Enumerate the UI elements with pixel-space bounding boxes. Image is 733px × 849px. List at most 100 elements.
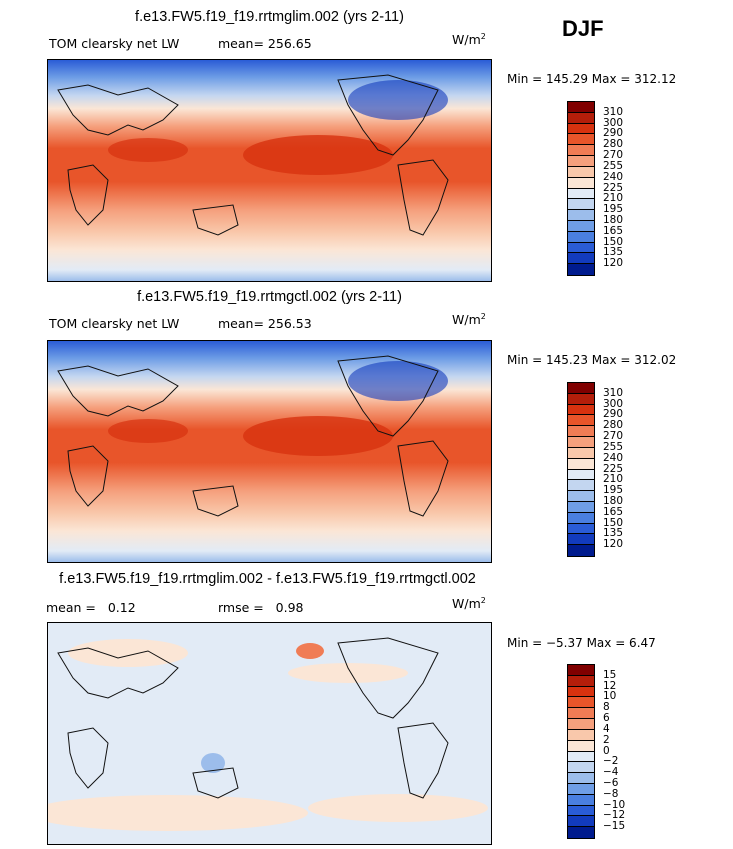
panel2-warm-indian <box>108 419 188 443</box>
panel1-colorbar-swatch <box>568 156 594 167</box>
panel1-colorbar-swatch <box>568 253 594 265</box>
panel3-units: W/m2 <box>452 596 486 611</box>
panel2-colorbar-swatch <box>568 437 594 448</box>
panel3-colorbar-swatch <box>568 708 594 720</box>
panel2-colorbar-tick-label: 120 <box>603 538 624 551</box>
panel3-colorbar-swatch <box>568 794 594 806</box>
panel2-colorbar-swatch <box>568 491 594 502</box>
panel3-mean-value: 0.12 <box>107 600 136 615</box>
panel3-colorbar-tick-label: −15 <box>603 820 626 833</box>
panel1-title: f.e13.FW5.f19_f19.rrtmglim.002 (yrs 2-11… <box>135 9 404 25</box>
panel3-colorbar-tick-label: 2 <box>603 733 610 746</box>
panel2-colorbar <box>567 382 595 557</box>
panel1-colorbar-swatch <box>568 199 594 211</box>
panel1-colorbar-tick-label: 270 <box>603 149 624 162</box>
panel2-coastlines <box>57 355 449 517</box>
panel3-colorbar-swatch <box>568 719 594 730</box>
panel3-hot-spot <box>296 643 324 659</box>
panel1-cold-arctic <box>348 80 448 120</box>
panel3-colorbar-swatch <box>568 773 594 784</box>
panel3-colorbar-tick-label: 6 <box>603 712 610 725</box>
panel3-minmax: Min = −5.37 Max = 6.47 <box>507 636 656 650</box>
panel1-colorbar-tick-label: 255 <box>603 159 624 172</box>
panel1-colorbar-swatch <box>568 112 594 124</box>
panel2-colorbar-ticks: 310 300 290 280 270 255 240 225 210 195 180 165 150 1… <box>603 382 643 557</box>
panel3-colorbar-tick-label: 4 <box>603 722 610 735</box>
panel3-colorbar <box>567 664 595 839</box>
panel3-rmse: rmse = 0.98 <box>218 600 304 615</box>
panel3-units-base: W/m <box>452 596 481 612</box>
panel2-colorbar-tick-label: 195 <box>603 484 624 497</box>
panel3-colorbar-swatch <box>568 751 594 763</box>
panel2-colorbar-swatch <box>568 458 594 470</box>
panel3-warm-patch-1 <box>68 639 188 667</box>
panel1-colorbar-tick-label: 290 <box>603 127 624 140</box>
panel2-map-svg <box>48 341 491 562</box>
panel2-colorbar-tick-label: 180 <box>603 494 624 507</box>
panel1-colorbar-tick-label: 180 <box>603 213 624 226</box>
panel2-colorbar-swatch <box>568 523 594 535</box>
panel3-colorbar-tick-label: −2 <box>603 755 619 768</box>
panel1-colorbar-swatch <box>568 123 594 135</box>
panel1-mean-value: 256.65 <box>267 36 312 51</box>
panel1-colorbar-swatch <box>568 177 594 189</box>
panel1-colorbar-swatch <box>568 145 594 157</box>
panel1-colorbar-ticks: 310 300 290 280 270 255 240 225 210 195 180 165 150 1… <box>603 101 643 276</box>
panel3-coastlines <box>57 637 449 799</box>
panel2-colorbar-tick-label: 255 <box>603 440 624 453</box>
panel1-colorbar-swatch <box>568 102 594 113</box>
panel3-warm-patch-4 <box>308 794 488 822</box>
panel3-colorbar-swatch <box>568 805 594 817</box>
panel1-colorbar-swatch <box>568 264 594 275</box>
panel3-colorbar-swatch <box>568 762 594 774</box>
panel3-colorbar-ticks: 15 12 10 8 6 4 2 0 −2 −4 −6 −8 −10 −12 −15 <box>603 664 643 839</box>
panel1-colorbar-tick-label: 310 <box>603 105 624 118</box>
panel2-colorbar-swatch <box>568 501 594 513</box>
panel1-colorbar-swatch <box>568 242 594 254</box>
season-label: DJF <box>562 16 604 41</box>
panel3-colorbar-tick-label: 15 <box>603 668 617 681</box>
panel1-colorbar-swatch <box>568 166 594 178</box>
panel3-colorbar-swatch <box>568 697 594 709</box>
panel3-colorbar-swatch <box>568 665 594 676</box>
panel2-units: W/m2 <box>452 312 486 327</box>
panel2-colorbar-swatch <box>568 534 594 546</box>
panel3-colorbar-swatch <box>568 783 594 795</box>
panel1-colorbar-swatch <box>568 220 594 232</box>
panel3-rmse-label: rmse = <box>218 600 264 615</box>
panel1-colorbar-swatch <box>568 134 594 146</box>
panel2-colorbar-swatch <box>568 393 594 405</box>
panel2-mean: mean= 256.53 <box>218 316 312 331</box>
panel1-warm-indian <box>108 138 188 162</box>
panel2-mean-label: mean= <box>218 316 264 331</box>
panel2-colorbar-tick-label: 300 <box>603 397 624 410</box>
panel2-colorbar-tick-label: 310 <box>603 386 624 399</box>
panel2-minmax: Min = 145.23 Max = 312.02 <box>507 353 677 367</box>
panel1-map-svg <box>48 60 491 281</box>
panel2-colorbar-swatch <box>568 512 594 524</box>
panel1-colorbar-tick-label: 280 <box>603 138 624 151</box>
panel1-variable-label: TOM clearsky net LW <box>49 36 180 51</box>
panel1-map <box>47 59 492 282</box>
panel1-colorbar-tick-label: 135 <box>603 246 624 259</box>
panel2-colorbar-swatch <box>568 480 594 492</box>
panel2-variable-label: TOM clearsky net LW <box>49 316 180 331</box>
panel3-colorbar-tick-label: −8 <box>603 787 619 800</box>
panel2-colorbar-tick-label: 225 <box>603 462 624 475</box>
panel1-warm-pool <box>243 135 393 175</box>
panel2-warm-pool <box>243 416 393 456</box>
panel1-colorbar-tick-label: 300 <box>603 116 624 129</box>
panel3-colorbar-tick-label: 12 <box>603 679 617 692</box>
panel1-colorbar-tick-label: 210 <box>603 192 624 205</box>
panel3-warm-patch-3 <box>48 795 308 831</box>
panel2-colorbar-tick-label: 210 <box>603 473 624 486</box>
panel3-map-svg <box>48 623 491 844</box>
panel3-colorbar-swatch <box>568 827 594 838</box>
panel2-units-exp: 2 <box>480 312 486 321</box>
panel2-mean-value: 256.53 <box>267 316 312 331</box>
panel1-colorbar-tick-label: 120 <box>603 257 624 270</box>
panel1-units-exp: 2 <box>480 32 486 41</box>
panel2-colorbar-tick-label: 280 <box>603 419 624 432</box>
panel3-colorbar-tick-label: −10 <box>603 798 626 811</box>
panel3-map <box>47 622 492 845</box>
